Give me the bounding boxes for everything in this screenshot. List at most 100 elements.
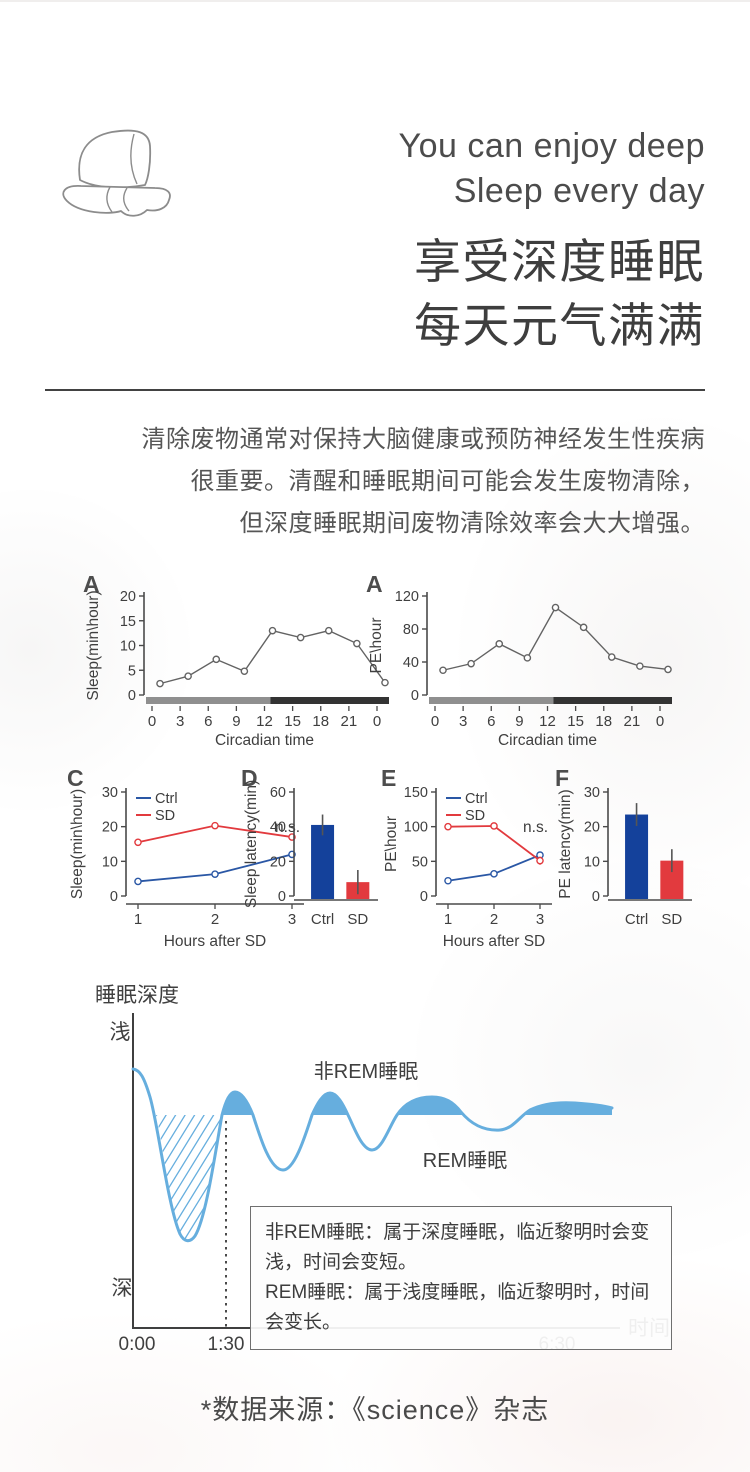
- title-en-line2: Sleep every day: [453, 172, 705, 210]
- svg-text:40: 40: [270, 820, 286, 836]
- svg-text:0: 0: [431, 713, 439, 730]
- svg-text:0: 0: [278, 889, 286, 905]
- svg-text:3: 3: [536, 911, 544, 928]
- svg-text:6: 6: [204, 713, 212, 730]
- svg-text:0: 0: [420, 889, 428, 905]
- svg-text:SD: SD: [155, 808, 175, 824]
- svg-text:Ctrl: Ctrl: [311, 911, 334, 928]
- svg-text:15: 15: [120, 614, 136, 630]
- svg-text:20: 20: [120, 589, 136, 605]
- svg-text:20: 20: [584, 820, 600, 836]
- intro-line1: 清除废物通常对保持大脑健康或预防神经发生性疾病: [141, 426, 705, 453]
- svg-text:18: 18: [312, 713, 329, 730]
- svg-text:0: 0: [128, 688, 136, 704]
- svg-text:n.s.: n.s.: [523, 819, 548, 836]
- svg-text:0: 0: [411, 688, 419, 704]
- intro-paragraph: 清除废物通常对保持大脑健康或预防神经发生性疾病 很重要。清醒和睡眠期间可能会发生…: [142, 419, 706, 545]
- title-en-line1: You can enjoy deep: [398, 127, 705, 165]
- section-divider: [45, 389, 705, 391]
- svg-text:0: 0: [148, 713, 156, 730]
- svg-text:3: 3: [288, 911, 296, 928]
- svg-text:SD: SD: [465, 808, 485, 824]
- y-label-shallow: 浅: [110, 1021, 131, 1044]
- svg-text:A: A: [366, 572, 383, 597]
- svg-text:21: 21: [341, 713, 358, 730]
- nonrem-label: 非REM睡眠: [314, 1060, 418, 1083]
- svg-text:Hours after SD: Hours after SD: [443, 933, 546, 950]
- xtick-0000: 0:00: [119, 1334, 156, 1355]
- svg-text:E: E: [381, 766, 396, 791]
- chart-pe-after-sd: E PE\hour 0 50 100 150 1 2 3 Hours after SD CtrlSD…: [381, 766, 552, 950]
- intro-line2: 很重要。清醒和睡眠期间可能会发生废物清除，: [190, 468, 705, 495]
- svg-text:PE\hour: PE\hour: [383, 816, 400, 872]
- xtick-0130: 1:30: [208, 1334, 245, 1355]
- chart-pe-latency-bars: FPE latency(min) 0 10 20 30 Ctrl SD: [555, 766, 692, 928]
- title-english: You can enjoy deep Sleep every day: [399, 124, 705, 214]
- svg-text:5: 5: [128, 663, 136, 679]
- svg-text:60: 60: [270, 785, 286, 801]
- svg-text:SD: SD: [661, 911, 682, 928]
- svg-text:15: 15: [567, 713, 584, 730]
- svg-text:D: D: [241, 766, 258, 791]
- sleep-wave-line: [131, 1067, 614, 1243]
- svg-text:Hours after SD: Hours after SD: [164, 933, 267, 950]
- svg-text:2: 2: [490, 911, 498, 928]
- svg-text:120: 120: [395, 589, 419, 605]
- svg-text:20: 20: [270, 854, 286, 870]
- rem-label: REM睡眠: [423, 1149, 507, 1172]
- title-zh-line1: 享受深度睡眠: [414, 235, 705, 288]
- svg-text:SD: SD: [347, 911, 368, 928]
- svg-text:9: 9: [232, 713, 240, 730]
- sleep-depth-diagram: 睡眠深度 浅 深 非REM睡眠 REM睡眠 0:00 1:30 6:30 时间: [95, 984, 670, 1355]
- svg-text:40: 40: [403, 655, 419, 671]
- intro-line3: 但深度睡眠期间废物清除效率会大大增强。: [239, 510, 705, 537]
- svg-text:PE latency(min): PE latency(min): [557, 789, 574, 898]
- svg-text:6: 6: [487, 713, 495, 730]
- chart-pe-circadian: A PE\hour 0 40 80 120 0 3 6 9 12 15 18 21 0 Circadian t…: [366, 572, 672, 749]
- svg-text:Ctrl: Ctrl: [465, 791, 488, 807]
- svg-text:C: C: [67, 766, 84, 791]
- svg-text:12: 12: [256, 713, 273, 730]
- svg-text:Ctrl: Ctrl: [625, 911, 648, 928]
- svg-text:21: 21: [624, 713, 641, 730]
- svg-text:PE\hour: PE\hour: [368, 617, 385, 673]
- pillow-icon: [62, 129, 171, 217]
- diagram-title: 睡眠深度: [95, 984, 179, 1007]
- svg-text:1: 1: [444, 911, 452, 928]
- top-hairline: [0, 0, 750, 2]
- svg-text:Sleep(min\hour): Sleep(min\hour): [85, 590, 102, 700]
- rem-info-box: 非REM睡眠：属于深度睡眠，临近黎明时会变浅，时间会变短。 REM睡眠：属于浅度…: [250, 1206, 672, 1350]
- svg-text:A: A: [83, 572, 100, 597]
- svg-text:20: 20: [102, 820, 118, 836]
- svg-text:15: 15: [284, 713, 301, 730]
- svg-text:Circadian time: Circadian time: [498, 732, 597, 749]
- svg-text:2: 2: [211, 911, 219, 928]
- svg-text:100: 100: [404, 820, 428, 836]
- svg-text:10: 10: [584, 854, 600, 870]
- svg-text:0: 0: [656, 713, 664, 730]
- svg-text:Circadian time: Circadian time: [215, 732, 314, 749]
- svg-text:12: 12: [539, 713, 556, 730]
- svg-text:10: 10: [120, 639, 136, 655]
- svg-text:10: 10: [102, 854, 118, 870]
- svg-text:150: 150: [404, 785, 428, 801]
- nonrem-fill: [222, 1092, 612, 1115]
- data-source-note: *数据来源：《science》杂志: [200, 1395, 550, 1425]
- svg-text:0: 0: [110, 889, 118, 905]
- svg-text:0: 0: [592, 889, 600, 905]
- svg-text:18: 18: [595, 713, 612, 730]
- rem-description: REM睡眠：属于浅度睡眠，临近黎明时，时间会变长。: [265, 1282, 650, 1333]
- svg-text:3: 3: [459, 713, 467, 730]
- svg-text:30: 30: [102, 785, 118, 801]
- svg-text:1: 1: [134, 911, 142, 928]
- svg-text:50: 50: [412, 854, 428, 870]
- svg-text:Ctrl: Ctrl: [155, 791, 178, 807]
- svg-text:Sleep(min\hour): Sleep(min\hour): [69, 789, 86, 899]
- title-zh-line2: 每天元气满满: [414, 299, 705, 352]
- svg-text:F: F: [555, 766, 569, 791]
- svg-text:30: 30: [584, 785, 600, 801]
- title-chinese: 享受深度睡眠 每天元气满满: [414, 230, 705, 358]
